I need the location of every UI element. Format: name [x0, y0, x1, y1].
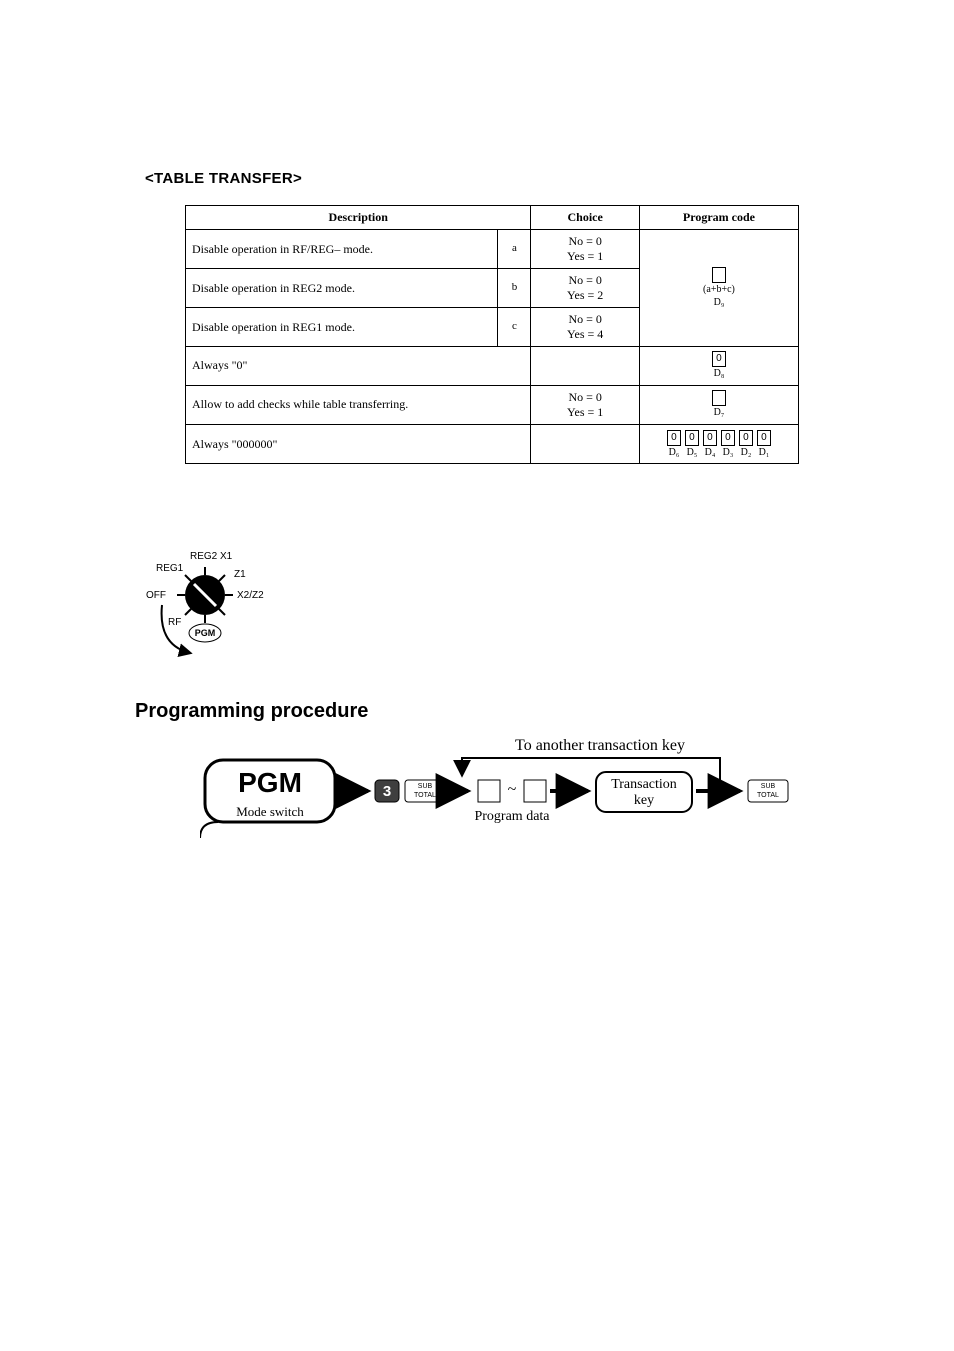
another-transaction-label: To another transaction key: [515, 737, 685, 754]
program-data-label: Program data: [474, 809, 550, 824]
cell-program-code-d6-1: 0 0 0 0 0 0 D₆ D₅ D₄ D₃ D₂ D₁: [639, 424, 798, 464]
flow-svg: PGM Mode switch 3 SUB TOTAL ~ Program da…: [200, 730, 820, 860]
cell-program-code-d7: D₇: [639, 385, 798, 424]
subtotal-label-line1: SUB: [418, 783, 433, 790]
digit-box: [712, 390, 726, 406]
d-sub-label: D₃: [721, 447, 735, 460]
cell-desc: Always "0": [186, 347, 531, 386]
d-sub-row: D₆ D₅ D₄ D₃ D₂ D₁: [646, 447, 792, 460]
dial-label-rf: RF: [168, 617, 181, 628]
dial-label-x1: X1: [220, 551, 233, 562]
d-sub-label: D₆: [667, 447, 681, 460]
dial-label-z1: Z1: [234, 569, 246, 580]
d-sub-label: D₇: [646, 407, 792, 420]
digit-box: 0: [739, 430, 753, 446]
key-3-label: 3: [383, 783, 391, 800]
th-choice: Choice: [531, 206, 640, 230]
procedure-flow: PGM Mode switch 3 SUB TOTAL ~ Program da…: [200, 730, 820, 860]
subtotal-label-line1: SUB: [761, 783, 776, 790]
cell-choice: No = 0 Yes = 2: [531, 269, 640, 308]
cell-desc: Disable operation in RF/REG– mode.: [186, 230, 498, 269]
digit-box: 0: [721, 430, 735, 446]
tilde-label: ~: [508, 781, 517, 798]
d-sub-label: D₉: [646, 297, 792, 310]
d-sub-label: D₈: [646, 368, 792, 381]
dial-svg: REG2 X1 REG1 Z1 OFF X2/Z2 RF PGM: [140, 545, 270, 675]
program-data-box-2: [524, 780, 546, 802]
dial-label-off: OFF: [146, 590, 166, 601]
cell-desc: Always "000000": [186, 424, 531, 464]
cell-desc: Disable operation in REG2 mode.: [186, 269, 498, 308]
subtotal-label-line2: TOTAL: [757, 792, 779, 799]
d-sub-label: D₄: [703, 447, 717, 460]
dial-label-x2z2: X2/Z2: [237, 590, 264, 601]
procedure-heading: Programming procedure: [135, 700, 368, 723]
section-title: <TABLE TRANSFER>: [145, 170, 302, 187]
dial-label-reg2: REG2: [190, 551, 218, 562]
th-description: Description: [186, 206, 531, 230]
formula-label: (a+b+c): [646, 284, 792, 297]
table-row-allow: Allow to add checks while table transfer…: [186, 385, 799, 424]
d-sub-label: D₁: [757, 447, 771, 460]
cell-choice: No = 0 Yes = 4: [531, 308, 640, 347]
cell-tag: a: [498, 230, 531, 269]
th-program-code: Program code: [639, 206, 798, 230]
dial-label-pgm: PGM: [195, 628, 216, 638]
digit-box: [712, 267, 726, 283]
d-sub-label: D₅: [685, 447, 699, 460]
cell-choice-empty: [531, 424, 640, 464]
digit-box: 0: [703, 430, 717, 446]
digit-box: 0: [667, 430, 681, 446]
pgm-label: PGM: [238, 767, 302, 798]
digit-box: 0: [685, 430, 699, 446]
cell-tag: c: [498, 308, 531, 347]
digit-box: 0: [712, 351, 726, 367]
digit-box-row: 0 0 0 0 0 0: [667, 430, 771, 446]
subtotal-label-line2: TOTAL: [414, 792, 436, 799]
table-row-always6: Always "000000" 0 0 0 0 0 0 D₆ D₅ D₄: [186, 424, 799, 464]
cell-choice: No = 0 Yes = 1: [531, 385, 640, 424]
cell-desc: Disable operation in REG1 mode.: [186, 308, 498, 347]
program-data-box-1: [478, 780, 500, 802]
page: <TABLE TRANSFER> Description Choice Prog…: [0, 0, 954, 1351]
digit-box: 0: [757, 430, 771, 446]
transaction-key-label-1: Transaction: [611, 777, 677, 792]
cell-desc: Allow to add checks while table transfer…: [186, 385, 531, 424]
mode-switch-label: Mode switch: [236, 804, 304, 819]
transaction-key-label-2: key: [634, 793, 654, 808]
cell-program-code-d8: 0 D₈: [639, 347, 798, 386]
cell-program-code-d9: (a+b+c) D₉: [639, 230, 798, 347]
mode-switch-dial: REG2 X1 REG1 Z1 OFF X2/Z2 RF PGM: [140, 545, 270, 675]
table-transfer-table: Description Choice Program code Disable …: [185, 205, 799, 464]
cell-choice-empty: [531, 347, 640, 386]
cell-tag: b: [498, 269, 531, 308]
cell-choice: No = 0 Yes = 1: [531, 230, 640, 269]
dial-label-reg1: REG1: [156, 563, 184, 574]
table-row: Disable operation in RF/REG– mode. a No …: [186, 230, 799, 269]
table-header-row: Description Choice Program code: [186, 206, 799, 230]
d-sub-label: D₂: [739, 447, 753, 460]
table-row-always0: Always "0" 0 D₈: [186, 347, 799, 386]
